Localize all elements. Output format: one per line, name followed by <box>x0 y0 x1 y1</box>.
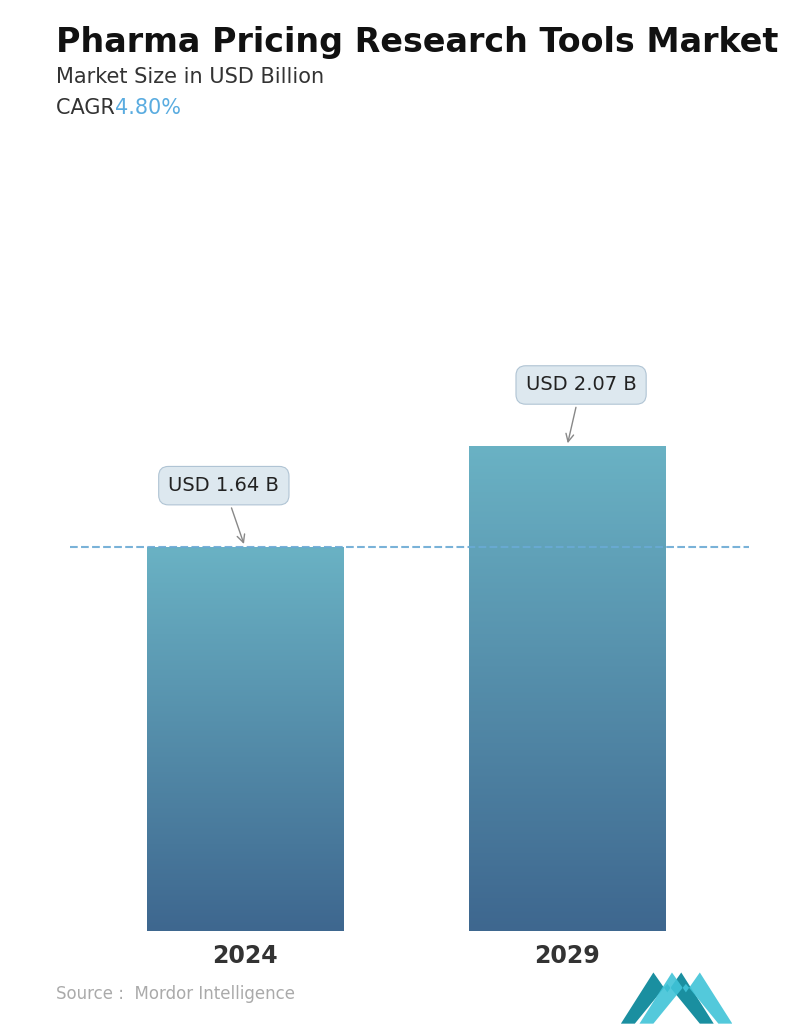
Text: Pharma Pricing Research Tools Market: Pharma Pricing Research Tools Market <box>56 26 778 59</box>
Text: CAGR: CAGR <box>56 98 121 118</box>
Polygon shape <box>621 972 714 1024</box>
Text: Market Size in USD Billion: Market Size in USD Billion <box>56 67 324 87</box>
Text: USD 1.64 B: USD 1.64 B <box>169 476 279 543</box>
Polygon shape <box>639 972 732 1024</box>
Text: Source :  Mordor Intelligence: Source : Mordor Intelligence <box>56 985 295 1003</box>
Text: 4.80%: 4.80% <box>115 98 181 118</box>
Text: USD 2.07 B: USD 2.07 B <box>525 375 637 442</box>
